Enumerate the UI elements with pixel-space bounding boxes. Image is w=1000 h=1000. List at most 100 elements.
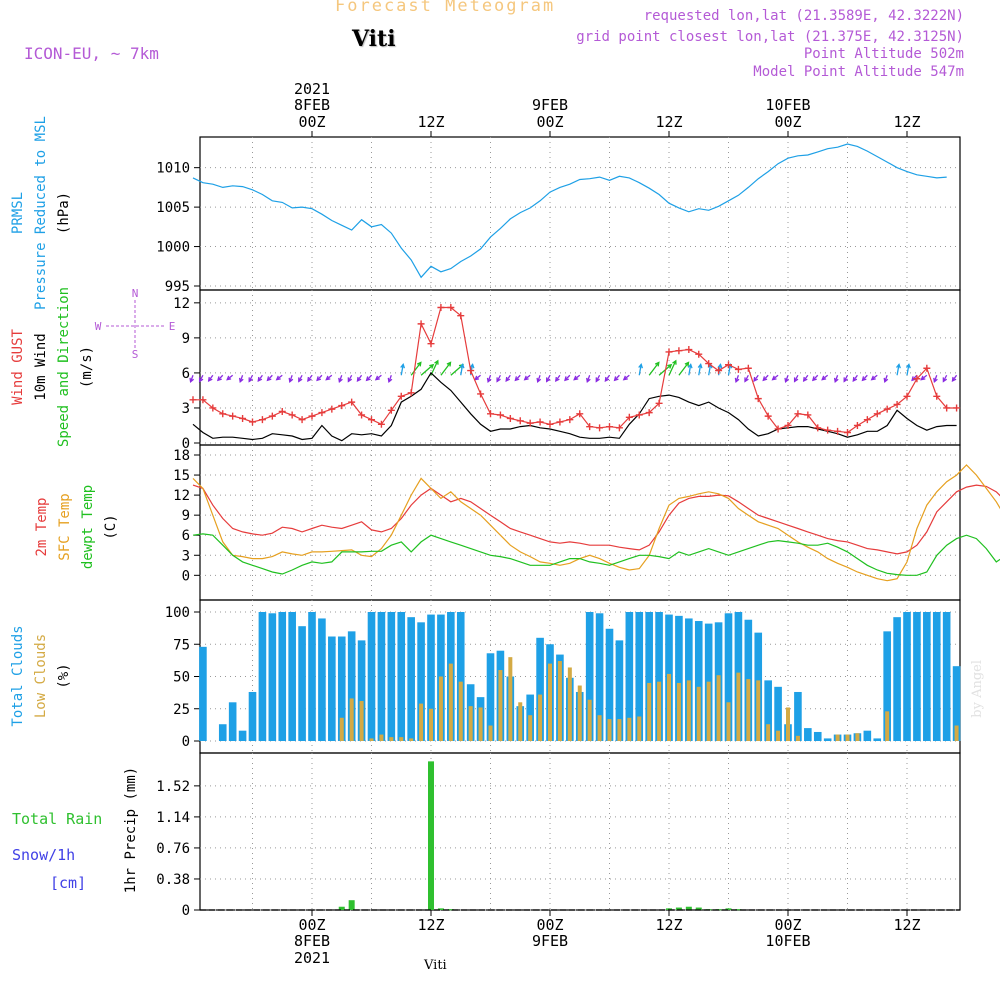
gust-marker [477, 390, 485, 398]
low-cloud-bar [409, 738, 414, 741]
low-cloud-bar [389, 737, 394, 741]
gust-marker [715, 367, 723, 375]
low-cloud-bar [508, 657, 513, 741]
wind-arrow-head [416, 361, 422, 367]
gust-marker [427, 340, 435, 348]
low-cloud-bar [776, 730, 781, 741]
wind-arrow-head [347, 377, 353, 383]
wind-axis-label: Wind GUST [10, 329, 26, 405]
wind-arrow-head [762, 376, 768, 382]
wind-arrow-head [667, 363, 673, 369]
wind-arrow-head [802, 376, 808, 382]
wind-arrow-head [895, 363, 901, 369]
gust-marker [397, 392, 405, 400]
panel-frame [199, 136, 961, 291]
total-cloud-bar [377, 612, 386, 741]
gust-marker [774, 425, 782, 433]
wind-arrow-head [226, 375, 232, 381]
temp-axis-label: 2m Temp [34, 497, 50, 556]
wind-arrow-head [920, 375, 926, 381]
low-cloud-bar [557, 661, 562, 741]
gust-marker [268, 412, 276, 420]
model-altitude: Model Point Altitude 547m [753, 64, 964, 80]
low-cloud-bar [498, 670, 503, 741]
y-tick-label: 0 [182, 568, 190, 584]
total-cloud-bar [863, 730, 872, 741]
total-cloud-bar [655, 612, 663, 741]
gust-marker [417, 320, 425, 328]
wind-arrow-head [374, 375, 380, 381]
requested-coordinates: requested lon,lat (21.3589E, 42.3222N) [643, 8, 964, 24]
gust-marker [566, 416, 574, 424]
low-cloud-bar [845, 734, 850, 741]
wind-arrow-head [833, 377, 839, 384]
compass-w: W [95, 320, 102, 333]
wind-arrow-head [687, 363, 693, 369]
low-cloud-bar [448, 663, 453, 741]
gust-marker [387, 406, 395, 414]
gust-marker [258, 416, 266, 424]
total-cloud-bar [248, 691, 257, 741]
low-cloud-bar [488, 725, 493, 741]
gust-marker [536, 418, 544, 426]
temp-axis-label: (C) [103, 514, 119, 539]
gust-marker [853, 421, 861, 429]
wind-arrow-head [189, 377, 195, 384]
hour-label-top: 12Z [655, 113, 682, 131]
wind-arrow-head [883, 377, 889, 384]
snow-unit-label: [cm] [50, 874, 86, 892]
wind-arrow-head [821, 375, 827, 381]
total-cloud-bar [486, 653, 495, 741]
wind-arrow-head [697, 363, 703, 369]
y-tick-label: 100 [165, 605, 190, 621]
wind-arrow-head [536, 377, 542, 384]
gust-marker [725, 361, 732, 369]
low-cloud-bar [587, 699, 592, 741]
y-tick-label: 0 [182, 734, 190, 750]
total-cloud-bar [387, 612, 396, 741]
gust-marker [923, 364, 931, 372]
wind-arrow-head [604, 376, 610, 382]
hour-label-top: 12Z [417, 113, 444, 131]
footer-place: Viti [424, 958, 447, 973]
total-cloud-bar [427, 614, 435, 741]
total-cloud-bar [635, 612, 644, 741]
wind-gust-line [193, 306, 957, 434]
hour-label-bottom: 12Z [655, 916, 682, 934]
wind-arrow-head [400, 363, 406, 369]
gust-marker [804, 411, 812, 419]
hour-label-bottom: 00Z [536, 916, 563, 934]
wind-arrow-head [564, 376, 569, 382]
hour-label-bottom: 12Z [417, 916, 444, 934]
meteogram-title: Forecast Meteogram [335, 0, 556, 16]
low-cloud-bar [736, 672, 741, 741]
wind-arrow-head [573, 375, 579, 381]
gust-marker [883, 405, 891, 413]
total-cloud-bar [347, 631, 356, 741]
date-label-bottom: 10FEB [765, 932, 810, 950]
rain-bar [428, 761, 434, 910]
rain-bar [447, 909, 454, 911]
rain-bar [338, 906, 345, 910]
rain-bar [685, 906, 692, 910]
y-tick-label: 6 [182, 528, 190, 544]
gust-marker [318, 409, 326, 417]
wind-direction-arrow [688, 364, 692, 376]
wind-arrow-head [811, 376, 817, 382]
panel-clouds: 0 25 50 75 100 [165, 599, 961, 754]
precip-axis-label: 1hr Precip (mm) [123, 767, 139, 893]
low-cloud-bar [686, 680, 691, 741]
total-cloud-bar [288, 612, 296, 741]
temp-axis-label: dewpt Temp [80, 485, 96, 569]
low-cloud-bar [766, 724, 771, 741]
gust-marker [596, 424, 604, 432]
gust-marker [437, 304, 445, 312]
y-tick-label: 1.52 [156, 779, 190, 795]
wind-direction-arrow [638, 364, 642, 376]
wind-direction-arrow [460, 364, 464, 376]
total-cloud-bar [298, 626, 306, 741]
rain-bar [437, 908, 444, 910]
clouds-axis-label: Total Clouds [10, 625, 26, 726]
gust-marker [814, 424, 822, 432]
gust-marker [606, 423, 613, 431]
